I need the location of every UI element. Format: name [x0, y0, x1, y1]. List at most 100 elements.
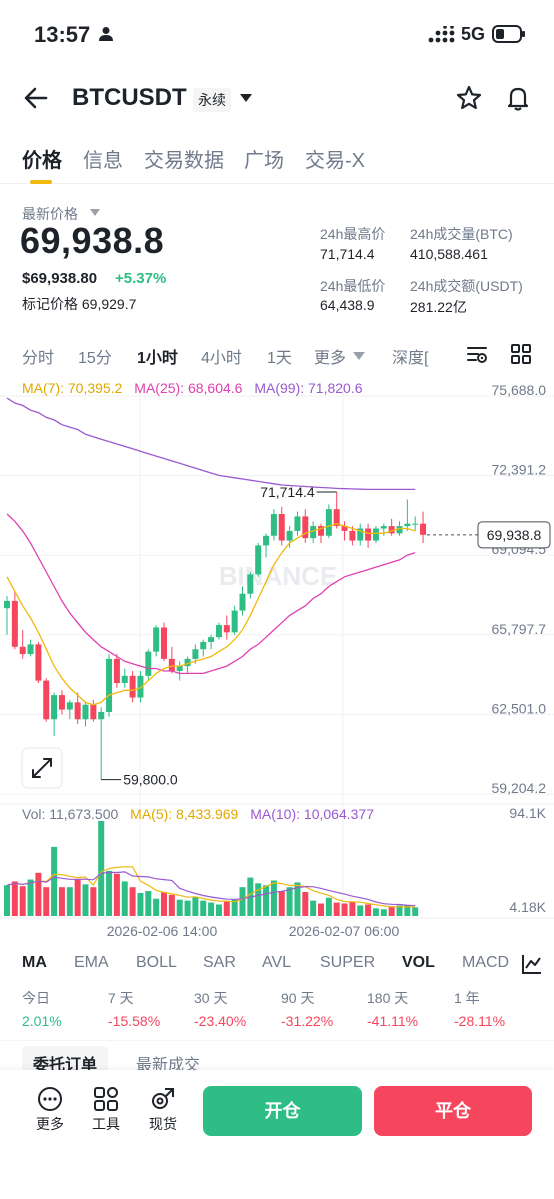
indicator-tabs: MA EMA BOLL SAR AVL SUPER VOL MACD [0, 950, 554, 980]
tab-square[interactable]: 广场 [244, 150, 284, 172]
indicator-avl[interactable]: AVL [262, 954, 292, 971]
y-tick-label: 75,688.0 [492, 382, 547, 398]
current-price-box [477, 521, 551, 549]
candle-body [302, 516, 309, 539]
y-tick-label: 59,204.2 [492, 780, 547, 796]
performance-label: 90 天 [281, 990, 315, 1006]
tab-trade-x[interactable]: 交易-X [305, 150, 365, 172]
candle-body [388, 526, 395, 534]
ma99-legend: MA(99): 71,820.6 [254, 380, 363, 396]
candle-body [43, 680, 50, 720]
candle-body [310, 526, 317, 539]
signal-icon [428, 26, 455, 43]
candle-body [161, 627, 167, 659]
performance-value: -15.58% [108, 1013, 161, 1029]
indicator-vol[interactable]: VOL [402, 954, 435, 971]
indicator-sar[interactable]: SAR [203, 954, 236, 971]
vol-usdt-value: 281.22亿 [410, 299, 467, 315]
candle-body [239, 593, 246, 611]
ma99-line [6, 397, 416, 491]
performance-value: -31.22% [281, 1013, 334, 1029]
performance-label: 30 天 [194, 990, 228, 1006]
interval-4h[interactable]: 4小时 [201, 350, 242, 367]
status-time: 13:57 [34, 22, 91, 47]
volume-bar [357, 905, 364, 916]
tools-label: 工具 [92, 1116, 120, 1132]
interval-1h[interactable]: 1小时 [137, 350, 178, 367]
volume-bar [278, 891, 285, 916]
tab-latest-trades[interactable]: 最新成交 [136, 1057, 201, 1074]
candle-body [27, 644, 34, 655]
candle-body [247, 574, 254, 594]
candle-body [286, 530, 293, 541]
indicator-ema[interactable]: EMA [74, 954, 109, 971]
symbol-title[interactable]: BTCUSDT [72, 84, 187, 111]
tab-price[interactable]: 价格 [22, 150, 62, 172]
volume-bar [153, 898, 160, 916]
more-button[interactable]: 更多 [30, 1086, 70, 1134]
volume-bar [113, 873, 120, 916]
bell-icon[interactable] [504, 84, 532, 112]
star-icon[interactable] [455, 84, 483, 112]
caret-down-icon[interactable] [238, 92, 254, 104]
chart-settings-icon[interactable] [466, 343, 488, 365]
x-tick-label: 2026-02-06 14:00 [107, 923, 218, 939]
indicator-macd[interactable]: MACD [462, 954, 510, 971]
indicator-boll[interactable]: BOLL [136, 954, 177, 971]
volume-bar [310, 900, 317, 916]
current-price-label: 69,938.8 [487, 527, 542, 543]
caret-down-icon[interactable] [90, 209, 100, 216]
candle-body [333, 509, 340, 527]
indicator-chart-icon[interactable] [520, 952, 544, 976]
vol-legend: Vol: 11,673.500 MA(5): 8,433.969 MA(10):… [22, 806, 382, 822]
volume-bar [388, 906, 395, 916]
candle-body [372, 528, 379, 541]
watermark: BINANCE [219, 561, 337, 591]
candle-body [318, 526, 324, 536]
candle-body [184, 658, 191, 667]
spot-button[interactable]: 现货 [143, 1086, 183, 1134]
kline-chart[interactable]: BINANCE 75,688.072,391.269,094.565,797.7… [0, 380, 554, 950]
expand-icon [32, 758, 52, 778]
indicator-super[interactable]: SUPER [320, 954, 376, 971]
candle-body [4, 600, 10, 609]
vol-btc-label: 24h成交量(BTC) [410, 226, 513, 242]
tab-trading-data[interactable]: 交易数据 [144, 150, 224, 172]
tab-indicator [30, 180, 52, 184]
vol-ma10-line [6, 871, 416, 907]
latest-price-label[interactable]: 最新价格 [22, 206, 78, 222]
interval-depth[interactable]: 深度[ [392, 350, 429, 367]
low-marker-label: 59,800.0 [123, 772, 178, 788]
grid-layout-icon[interactable] [510, 343, 532, 365]
candle-body [200, 641, 207, 650]
candle-body [341, 526, 348, 531]
candle-body [129, 675, 136, 698]
x-tick-label: 2026-02-07 06:00 [289, 923, 400, 939]
interval-15m[interactable]: 15分 [78, 350, 112, 367]
volume-bar [372, 908, 379, 916]
volume-bar [239, 887, 246, 916]
tab-info[interactable]: 信息 [83, 150, 123, 172]
ma7-legend: MA(7): 70,395.2 [22, 380, 123, 396]
candle-body [365, 528, 372, 541]
interval-1d[interactable]: 1天 [267, 350, 292, 367]
ma-legend: MA(7): 70,395.2 MA(25): 68,604.6 MA(99):… [22, 380, 371, 396]
back-arrow-icon[interactable] [22, 84, 50, 112]
open-position-button[interactable]: 开仓 [203, 1086, 362, 1136]
candle-body [35, 644, 42, 681]
volume-bar [200, 900, 207, 916]
interval-more[interactable]: 更多 [314, 350, 347, 367]
close-position-button[interactable]: 平仓 [374, 1086, 532, 1136]
performance-label: 今日 [22, 990, 50, 1006]
last-price: 69,938.8 [20, 220, 165, 261]
interval-timeline[interactable]: 分时 [22, 350, 55, 367]
indicator-ma[interactable]: MA [22, 954, 47, 971]
tools-button[interactable]: 工具 [86, 1086, 126, 1134]
volume-bar [333, 902, 340, 916]
volume-bar [161, 892, 167, 916]
y-tick-label: 62,501.0 [492, 700, 547, 716]
volume-bar [51, 846, 58, 916]
caret-down-icon[interactable] [353, 352, 365, 360]
candle-body [153, 627, 160, 652]
volume-bar [286, 887, 293, 916]
